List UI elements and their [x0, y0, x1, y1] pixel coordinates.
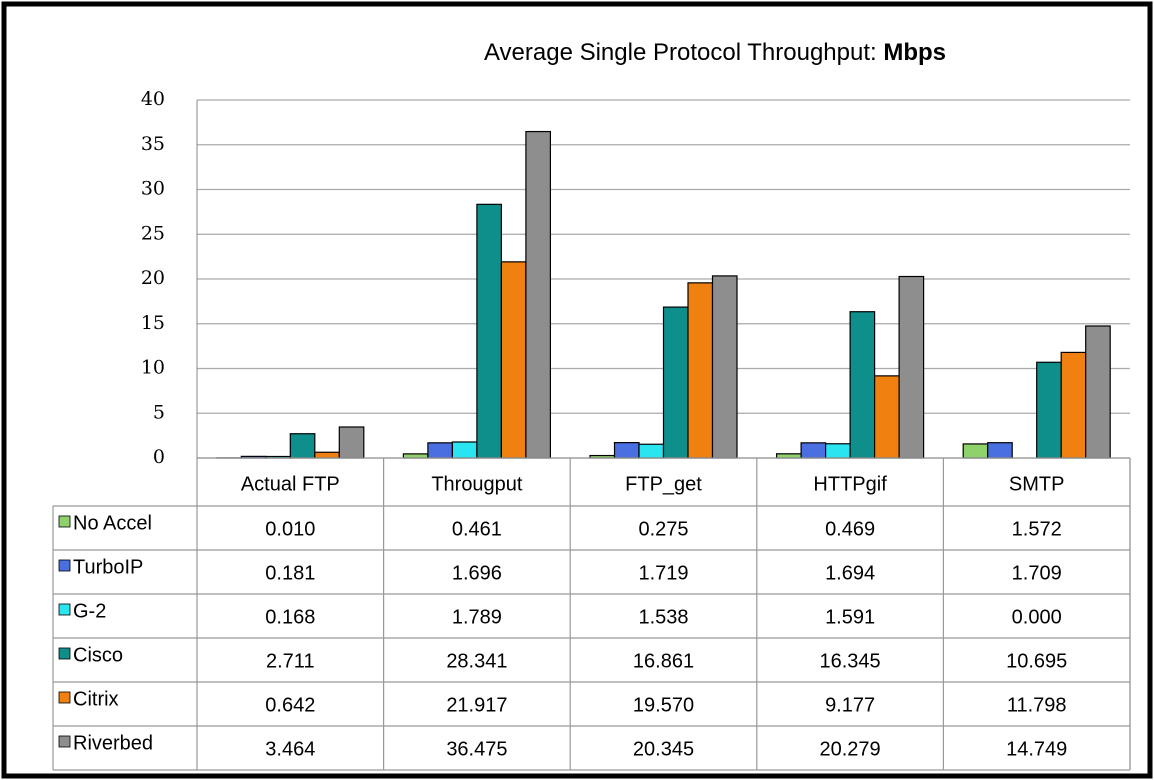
y-tick-label: 20 [141, 267, 165, 289]
table-value: 1.538 [638, 606, 688, 628]
bar [1085, 325, 1111, 459]
legend-label: G-2 [73, 600, 106, 622]
y-tick-label: 35 [141, 133, 165, 155]
y-tick-label: 25 [141, 222, 165, 244]
table-value: 0.461 [452, 518, 502, 540]
table-value: 0.010 [265, 518, 315, 540]
bar [289, 433, 316, 459]
y-tick-label: 5 [153, 401, 165, 423]
bar [500, 261, 527, 459]
bar [1036, 361, 1062, 459]
table-value: 0.181 [265, 562, 315, 584]
table-value: 10.695 [1006, 650, 1067, 672]
x-tick-label: Actual FTP [241, 473, 340, 495]
legend-swatch [58, 515, 71, 528]
bar [314, 451, 340, 459]
table-value: 2.711 [266, 650, 315, 672]
bar [662, 306, 689, 459]
legend-swatch [58, 735, 71, 748]
bar [962, 443, 989, 459]
table-value: 20.279 [820, 738, 881, 760]
table-value: 16.861 [633, 650, 694, 672]
table-value: 0.469 [825, 518, 875, 540]
bar [898, 275, 925, 459]
legend-label: Citrix [73, 688, 119, 710]
table-value: 1.696 [452, 562, 502, 584]
legend-swatch [58, 559, 71, 572]
bar [476, 203, 502, 459]
table-value: 1.709 [1012, 562, 1062, 584]
legend-label: Riverbed [73, 732, 153, 754]
legend-label: Cisco [73, 644, 123, 666]
y-tick-label: 10 [141, 357, 165, 379]
bar [451, 441, 478, 459]
y-tick-label: 0 [153, 446, 165, 468]
chart-title: Average Single Protocol Throughput: Mbps [484, 39, 946, 66]
y-tick-label: 40 [141, 88, 165, 110]
bar [824, 443, 851, 459]
bar [638, 443, 665, 459]
bar [800, 442, 827, 459]
table-value: 3.464 [265, 738, 315, 760]
x-tick-label: HTTPgif [813, 473, 887, 495]
table-value: 14.749 [1006, 738, 1067, 760]
legend-swatch [58, 647, 71, 660]
table-value: 1.694 [825, 562, 875, 584]
bar [987, 442, 1013, 459]
table-value: 16.345 [820, 650, 881, 672]
table-value: 21.917 [446, 694, 507, 716]
table-value: 1.719 [638, 562, 688, 584]
bar [338, 426, 365, 459]
title-unit: Mbps [883, 39, 946, 66]
table-value: 0.168 [265, 606, 315, 628]
legend-swatch [58, 691, 71, 704]
legend-label: TurboIP [73, 556, 143, 578]
bar [849, 311, 876, 459]
table-value: 11.798 [1007, 694, 1067, 716]
title-text: Average Single Protocol Throughput: [484, 39, 877, 66]
table-value: 9.177 [825, 694, 875, 716]
table-value: 1.572 [1012, 518, 1062, 540]
x-tick-label: SMTP [1009, 473, 1065, 495]
table-value: 0.000 [1012, 606, 1062, 628]
bar [1060, 351, 1087, 459]
bar [873, 375, 900, 459]
bar [525, 130, 552, 459]
table-value: 36.475 [446, 738, 507, 760]
bar [427, 442, 453, 459]
table-value: 0.275 [638, 518, 688, 540]
bar [711, 275, 738, 459]
table-value: 19.570 [633, 694, 694, 716]
bar [775, 453, 802, 459]
legend-swatch [58, 603, 71, 616]
table-value: 28.341 [446, 650, 507, 672]
table-value: 20.345 [633, 738, 694, 760]
bar [613, 442, 640, 459]
x-tick-label: FTP_get [625, 473, 702, 495]
table-value: 1.789 [452, 606, 502, 628]
bar [402, 453, 429, 459]
table-value: 1.591 [825, 606, 875, 628]
table-value: 0.642 [265, 694, 315, 716]
bar [687, 282, 714, 459]
x-tick-label: Througput [431, 473, 523, 495]
y-tick-label: 15 [141, 312, 165, 334]
y-tick-label: 30 [141, 178, 165, 200]
legend-label: No Accel [73, 512, 152, 534]
